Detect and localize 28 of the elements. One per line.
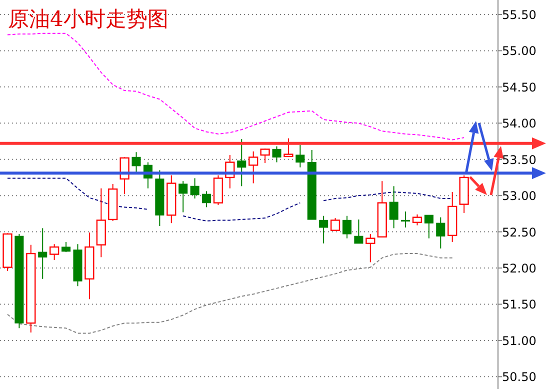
chart-title: 原油4小时走势图 <box>8 7 168 31</box>
candlestick <box>26 244 36 333</box>
candlestick <box>448 191 458 242</box>
candlestick <box>389 186 398 229</box>
y-tick-label: 53.00 <box>502 189 536 204</box>
candlestick <box>73 244 82 287</box>
y-tick-label: 55.50 <box>502 8 536 22</box>
y-tick-label: 54.00 <box>502 116 536 131</box>
y-tick-label: 52.50 <box>502 225 536 240</box>
candlestick <box>319 215 328 244</box>
y-tick-label: 52.00 <box>502 262 536 276</box>
candlestick <box>38 228 48 280</box>
candlestick <box>401 211 410 228</box>
candlestick <box>342 215 352 239</box>
y-tick-label: 53.50 <box>502 152 536 167</box>
candlestick <box>96 188 106 258</box>
y-tick-label: 50.50 <box>502 370 536 384</box>
candlestick <box>237 138 246 187</box>
candlestick <box>296 144 305 168</box>
y-tick-label: 51.00 <box>502 334 536 348</box>
candlestick <box>84 232 94 300</box>
line-series <box>6 32 465 140</box>
candlestick <box>190 178 200 199</box>
y-tick-label: 51.50 <box>502 298 536 312</box>
candlestick <box>202 190 212 208</box>
y-tick-label: 55.00 <box>502 44 536 58</box>
y-tick-label: 54.50 <box>502 80 536 94</box>
candlestick <box>436 216 446 249</box>
